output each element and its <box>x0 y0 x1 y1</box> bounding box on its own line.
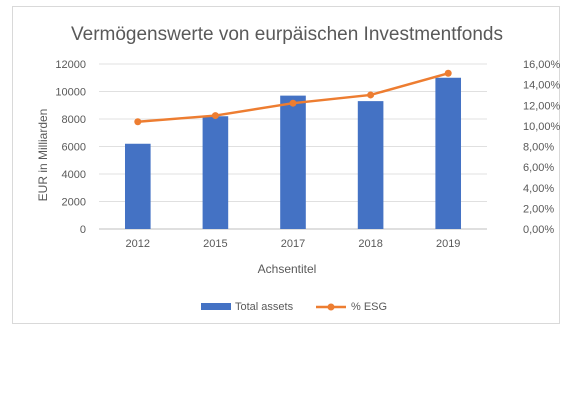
y-axis-ticks: 0 2000 4000 6000 8000 10000 12000 <box>55 59 86 236</box>
legend-label: Total assets <box>235 301 294 313</box>
y2-tick-label: 16,00% <box>523 59 561 71</box>
line-point <box>134 118 142 126</box>
line-point <box>289 99 297 107</box>
y-tick-label: 10000 <box>55 87 86 99</box>
x-tick-label: 2017 <box>281 238 305 250</box>
chart-title: Vermögenswerte von eurpäischen Investmen… <box>71 24 503 45</box>
bar <box>357 101 384 229</box>
legend-label: % ESG <box>351 301 387 313</box>
x-axis-ticks: 2012 2015 2017 2018 2019 <box>126 238 461 250</box>
line-point <box>444 69 452 77</box>
y2-tick-label: 6,00% <box>523 162 554 174</box>
line-series <box>134 69 452 126</box>
y-tick-label: 0 <box>80 224 86 236</box>
y2-tick-label: 4,00% <box>523 183 554 195</box>
bar <box>280 95 306 229</box>
y2-tick-label: 0,00% <box>523 224 554 236</box>
x-axis-title: Achsentitel <box>258 262 317 276</box>
legend: Total assets % ESG <box>201 301 387 313</box>
legend-swatch-marker <box>327 303 335 311</box>
y-tick-label: 12000 <box>55 59 86 71</box>
bar <box>435 77 462 229</box>
x-tick-label: 2018 <box>358 238 382 250</box>
y-tick-label: 4000 <box>62 169 86 181</box>
bar-series <box>124 77 462 229</box>
chart-container: Vermögenswerte von eurpäischen Investmen… <box>12 6 561 324</box>
y-tick-label: 2000 <box>62 197 86 209</box>
x-tick-label: 2015 <box>203 238 227 250</box>
y2-axis-ticks: 0,00% 2,00% 4,00% 6,00% 8,00% 10,00% 12,00% 14,… <box>523 59 561 236</box>
y-tick-label: 8000 <box>62 114 86 126</box>
y2-tick-label: 10,00% <box>523 121 561 133</box>
x-tick-label: 2019 <box>436 238 460 250</box>
x-tick-label: 2012 <box>126 238 150 250</box>
line-point <box>211 112 219 120</box>
bar <box>202 116 229 229</box>
legend-item-esg: % ESG <box>316 301 387 313</box>
legend-item-total-assets: Total assets <box>201 301 294 313</box>
y2-tick-label: 8,00% <box>523 142 554 154</box>
bar <box>124 143 151 229</box>
y2-tick-label: 2,00% <box>523 203 554 215</box>
y-tick-label: 6000 <box>62 142 86 154</box>
y2-tick-label: 12,00% <box>523 100 561 112</box>
y-axis-title: EUR in Milliarden <box>36 109 50 202</box>
legend-swatch-bar <box>201 303 231 310</box>
y2-tick-label: 14,00% <box>523 80 561 92</box>
chart: Vermögenswerte von eurpäischen Investmen… <box>36 24 561 313</box>
line-point <box>367 91 375 99</box>
